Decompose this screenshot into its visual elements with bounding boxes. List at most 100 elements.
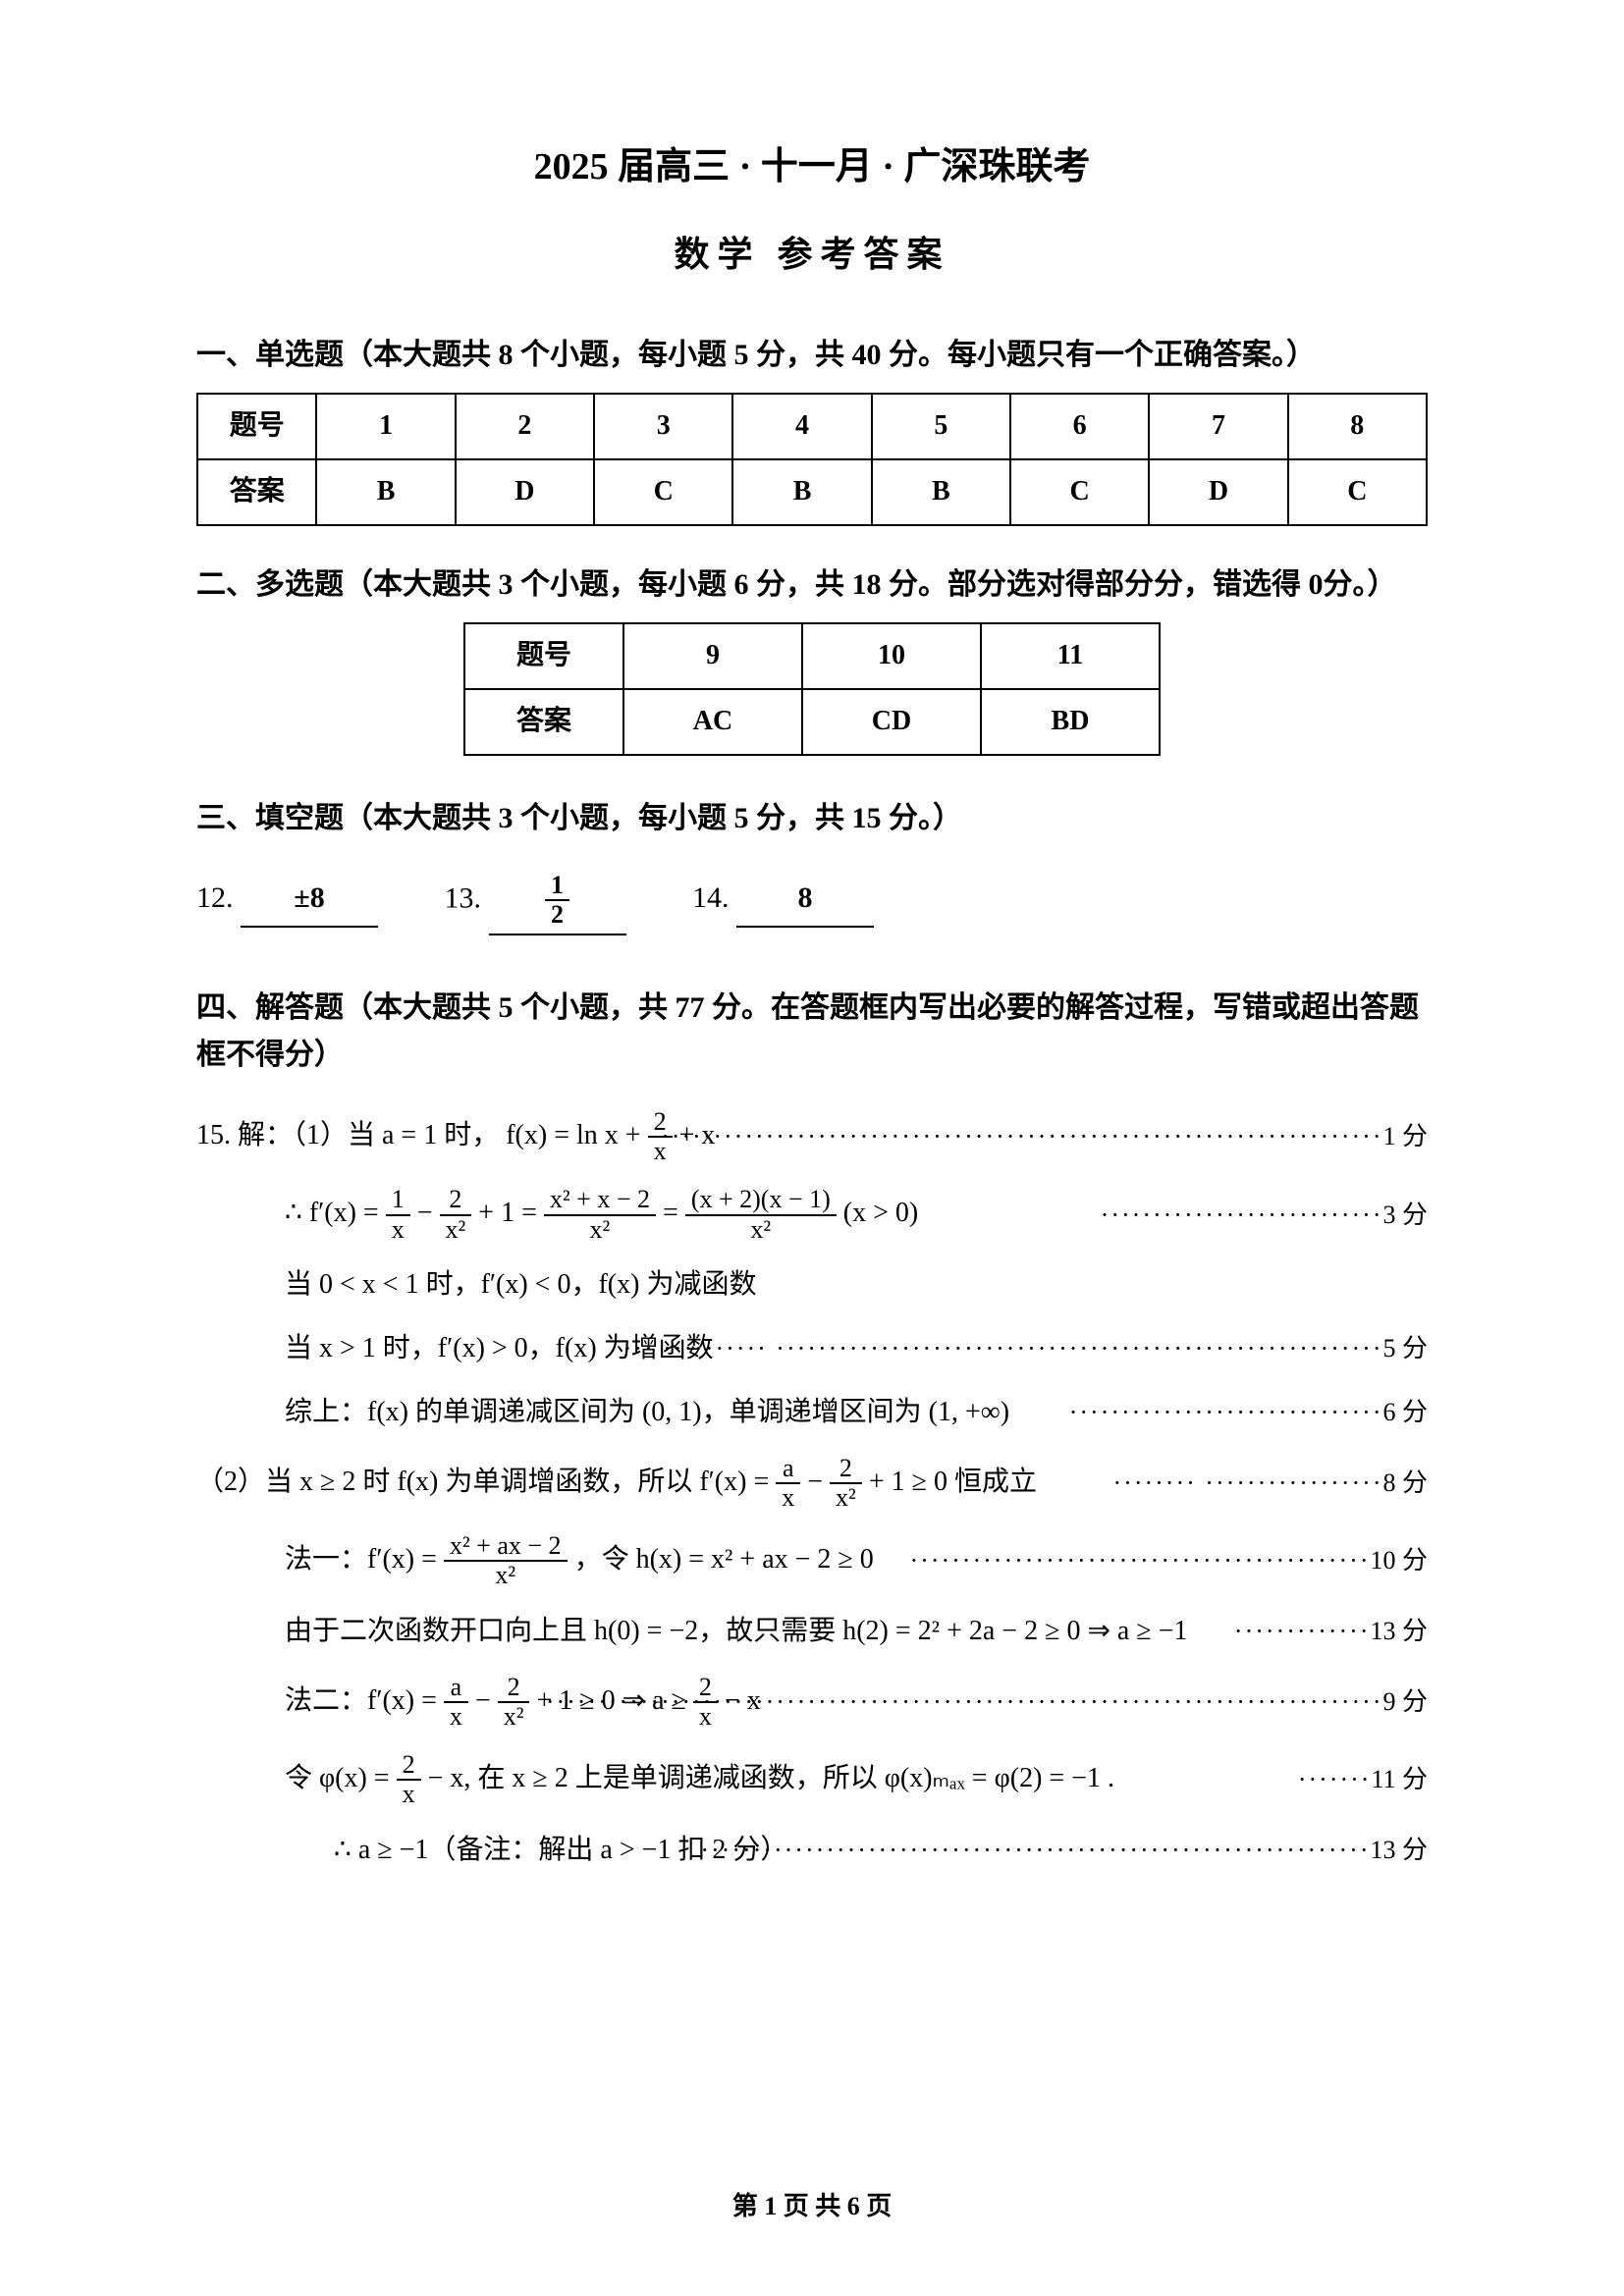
answer-cell: BD: [981, 689, 1160, 755]
score-text: 11 分: [1371, 1766, 1428, 1794]
col-header: 2: [456, 394, 594, 459]
col-header: 10: [802, 623, 981, 689]
q13-answer: 1 2: [489, 872, 626, 935]
frac: 1x: [386, 1186, 410, 1244]
frac-num: 1: [386, 1186, 410, 1216]
minus: −: [417, 1198, 440, 1228]
frac-den: x²: [440, 1216, 472, 1245]
section3-heading: 三、填空题（本大题共 3 个小题，每小题 5 分，共 15 分。）: [196, 795, 1428, 842]
col-header: 6: [1010, 394, 1149, 459]
section4-heading: 四、解答题（本大题共 5 个小题，共 77 分。在答题框内写出必要的解答过程，写…: [196, 985, 1428, 1079]
q14: 14. 8: [692, 875, 874, 928]
frac-den: x²: [444, 1562, 568, 1590]
text: ，令 h(x) = x² + ax − 2 ≥ 0: [574, 1544, 874, 1575]
score-13: ·············13 分: [1234, 1612, 1428, 1653]
frac-den: x²: [685, 1216, 837, 1245]
text: 令 φ(x) =: [285, 1763, 397, 1793]
answer-cell: B: [316, 459, 455, 525]
fill-blank-row: 12. ±8 13. 1 2 14. 8: [196, 872, 1428, 935]
frac-den: x: [444, 1703, 468, 1732]
q15-line6: （2）当 x ≥ 2 时 f(x) 为单调增函数，所以 f′(x) = ax −…: [196, 1455, 1428, 1513]
col-header: 4: [732, 394, 871, 459]
section1-heading: 一、单选题（本大题共 8 个小题，每小题 5 分，共 40 分。每小题只有一个正…: [196, 332, 1428, 379]
q14-label: 14.: [692, 881, 730, 914]
minus: −: [807, 1467, 830, 1497]
page: 2025 届高三 · 十一月 · 广深珠联考 数学 参考答案 一、单选题（本大题…: [0, 0, 1624, 2296]
score-text: 10 分: [1370, 1547, 1428, 1575]
q13-num: 1: [545, 872, 569, 902]
q15-line1: 15. 解：（1）当 a = 1 时， f(x) = ln x + 2 x + …: [196, 1108, 1428, 1166]
answer-cell: B: [872, 459, 1010, 525]
score-text: 9 分: [1382, 1688, 1428, 1717]
q15-line10: 令 φ(x) = 2x − x, 在 x ≥ 2 上是单调递减函数，所以 φ(x…: [196, 1751, 1428, 1809]
frac: 2x²: [498, 1674, 530, 1732]
score-text: 5 分: [1382, 1335, 1428, 1363]
text: 法一：f′(x) =: [285, 1544, 444, 1575]
q15-solution: 15. 解：（1）当 a = 1 时， f(x) = ln x + 2 x + …: [196, 1108, 1428, 1873]
frac-den: x²: [544, 1216, 656, 1245]
text: + 1 ≥ 0 恒成立: [869, 1467, 1037, 1497]
q14-answer: 8: [736, 875, 874, 928]
title-main: 2025 届高三 · 十一月 · 广深珠联考: [196, 137, 1428, 197]
answer-cell: AC: [623, 689, 802, 755]
score-11: ·······11 分: [1298, 1760, 1428, 1801]
text: =: [663, 1198, 685, 1228]
row-label: 答案: [464, 689, 623, 755]
q13: 13. 1 2: [445, 872, 626, 935]
answer-cell: D: [456, 459, 594, 525]
title-sub: 数学 参考答案: [196, 227, 1428, 284]
cond: (x > 0): [843, 1198, 918, 1228]
frac-den: x: [776, 1484, 800, 1513]
q12-answer: ±8: [241, 875, 378, 928]
score-9: ········································…: [546, 1682, 1428, 1724]
col-header: 9: [623, 623, 802, 689]
col-header: 8: [1288, 394, 1427, 459]
frac: 2x²: [830, 1455, 862, 1513]
col-header: 5: [872, 394, 1010, 459]
score-5: ··· ·········· ·························…: [623, 1329, 1428, 1370]
row-label: 答案: [197, 459, 316, 525]
frac-den: x²: [498, 1703, 530, 1732]
frac: ax: [776, 1455, 800, 1513]
q15-l1-pre: 15. 解：（1）当 a = 1 时，: [196, 1120, 499, 1150]
frac-num: 2: [830, 1455, 862, 1485]
q15-line4: 当 x > 1 时，f′(x) > 0，f(x) 为增函数 ··· ······…: [196, 1327, 1428, 1371]
answer-cell: D: [1149, 459, 1287, 525]
frac-num: a: [776, 1455, 800, 1485]
frac-num: 2: [498, 1674, 530, 1704]
col-header: 11: [981, 623, 1160, 689]
score-text: 6 分: [1382, 1398, 1428, 1426]
q15-line8: 由于二次函数开口向上且 h(0) = −2，故只需要 h(2) = 2² + 2…: [196, 1610, 1428, 1654]
score-text: 8 分: [1382, 1468, 1428, 1497]
text: （2）当 x ≥ 2 时 f(x) 为单调增函数，所以 f′(x) =: [196, 1467, 776, 1497]
frac-den: x²: [830, 1484, 862, 1513]
q12: 12. ±8: [196, 875, 378, 928]
text: + 1 =: [478, 1198, 544, 1228]
answer-cell: CD: [802, 689, 981, 755]
score-text: 13 分: [1370, 1837, 1428, 1865]
score-text: 1 分: [1382, 1123, 1428, 1151]
frac: (x + 2)(x − 1)x²: [685, 1186, 837, 1244]
frac: 2x²: [440, 1186, 472, 1244]
frac-num: 2: [440, 1186, 472, 1216]
score-10: ········································…: [910, 1541, 1428, 1582]
answer-cell: B: [732, 459, 871, 525]
score-1: ········································…: [661, 1117, 1428, 1158]
q13-fraction: 1 2: [545, 872, 569, 930]
text: − x, 在 x ≥ 2 上是单调递减函数，所以 φ(x)ₘₐₓ = φ(2) …: [428, 1763, 1114, 1793]
row-label: 题号: [464, 623, 623, 689]
section2-heading: 二、多选题（本大题共 3 个小题，每小题 6 分，共 18 分。部分选对得部分分…: [196, 561, 1428, 609]
col-header: 7: [1149, 394, 1287, 459]
q12-label: 12.: [196, 881, 234, 914]
multi-choice-table: 题号91011 答案ACCDBD: [463, 622, 1161, 756]
frac: 2x: [397, 1751, 421, 1809]
frac-num: x² + x − 2: [544, 1186, 656, 1216]
score-6: ······························6 分: [1069, 1392, 1428, 1433]
col-header: 3: [594, 394, 732, 459]
q15-line3: 当 0 < x < 1 时，f′(x) < 0，f(x) 为减函数: [196, 1263, 1428, 1308]
frac-den: x: [397, 1781, 421, 1809]
score-text: 3 分: [1382, 1201, 1428, 1229]
q15-l2-pre: ∴ f′(x) =: [285, 1198, 386, 1228]
frac-num: a: [444, 1674, 468, 1704]
page-footer: 第 1 页 共 6 页: [0, 2186, 1624, 2227]
